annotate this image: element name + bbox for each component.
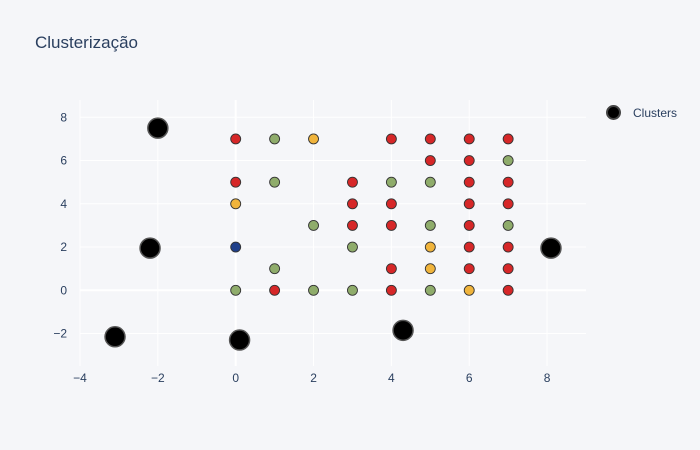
data-point [424, 284, 436, 296]
data-point [502, 241, 514, 253]
data-point [424, 263, 436, 275]
data-point [230, 133, 242, 145]
data-point [347, 198, 358, 210]
data-point [463, 284, 475, 296]
data-point [424, 133, 436, 145]
legend[interactable]: Clusters [606, 105, 677, 120]
data-point [424, 176, 436, 188]
data-point [424, 241, 436, 253]
data-point [308, 284, 319, 296]
data-point [230, 176, 242, 188]
data-point [463, 263, 475, 275]
data-point [502, 284, 514, 296]
cluster-centroid [147, 117, 169, 139]
data-point [502, 133, 514, 145]
y-tick-label: 6 [60, 154, 67, 168]
data-point [424, 219, 436, 231]
data-point [269, 263, 281, 275]
data-point [269, 176, 281, 188]
data-point [463, 176, 475, 188]
data-point [463, 198, 475, 210]
x-tick-label: −4 [73, 371, 87, 385]
data-point [463, 219, 475, 231]
y-tick-label: 8 [60, 110, 67, 124]
legend-swatch-clusters [606, 105, 621, 120]
x-tick-label: 8 [544, 371, 551, 385]
data-point [502, 155, 514, 167]
data-point [230, 241, 242, 253]
data-point [230, 284, 242, 296]
data-point [230, 198, 242, 210]
data-point [347, 176, 358, 188]
data-point [385, 284, 397, 296]
data-point [347, 284, 358, 296]
data-point [308, 219, 319, 231]
data-point [269, 284, 281, 296]
data-point [347, 219, 358, 231]
data-point [385, 176, 397, 188]
data-point [347, 241, 358, 253]
legend-label-clusters: Clusters [633, 105, 678, 120]
data-point [502, 263, 514, 275]
data-point [463, 155, 475, 167]
x-tick-label: −2 [151, 371, 165, 385]
y-tick-label: −2 [53, 327, 67, 341]
data-point [424, 155, 436, 167]
cluster-centroid [392, 319, 414, 342]
x-tick-label: 0 [232, 371, 239, 385]
cluster-centroid [104, 326, 126, 348]
x-tick-label: 2 [310, 371, 317, 385]
data-point [502, 219, 514, 231]
data-point [385, 198, 397, 210]
data-point [269, 133, 281, 145]
data-point [385, 133, 397, 145]
data-point [463, 133, 475, 145]
data-point [463, 241, 475, 253]
x-tick-label: 6 [466, 371, 473, 385]
cluster-centroid [139, 237, 161, 259]
data-point [502, 198, 514, 210]
y-tick-label: 0 [60, 283, 67, 297]
x-tick-label: 4 [388, 371, 395, 385]
chart-title: Clusterização [35, 33, 138, 52]
data-point [385, 219, 397, 231]
data-point [385, 263, 397, 275]
y-tick-label: 2 [60, 240, 67, 254]
cluster-centroid [540, 237, 562, 259]
cluster-centroid [228, 329, 251, 351]
data-point [502, 176, 514, 188]
y-tick-label: 4 [60, 197, 67, 211]
data-point [308, 133, 319, 145]
